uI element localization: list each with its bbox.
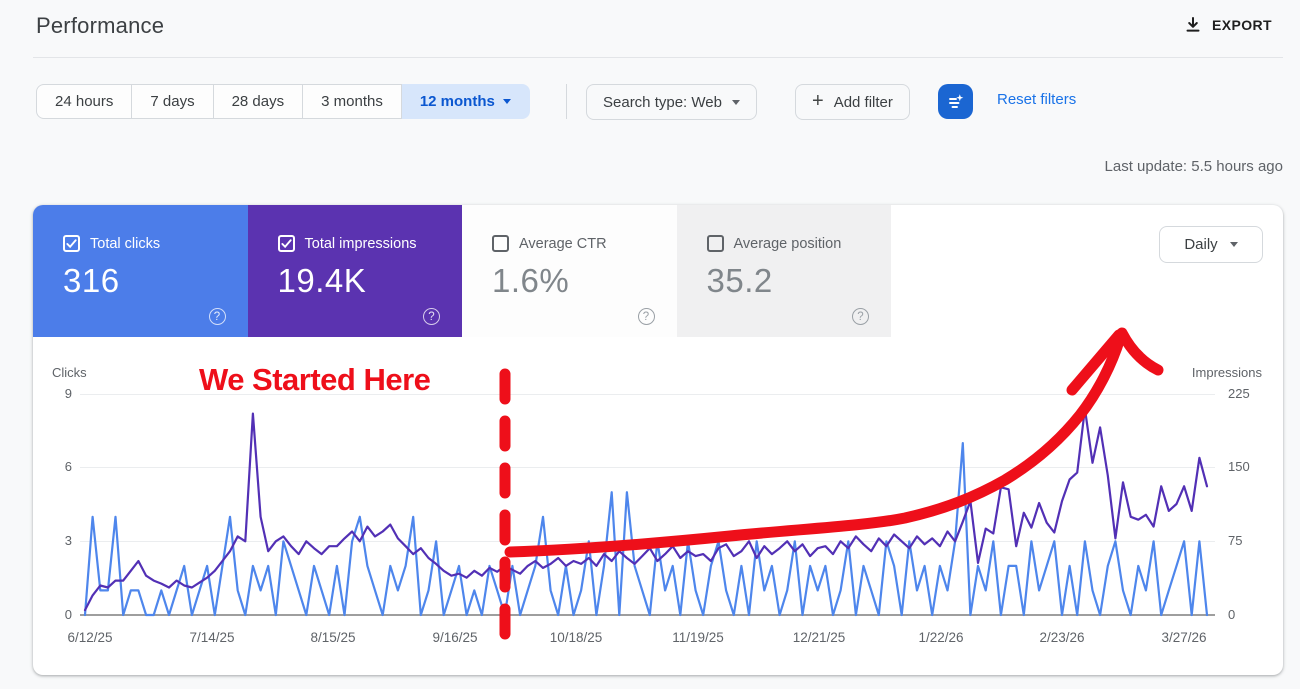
- date-range-tabs: 24 hours 7 days 28 days 3 months 12 mont…: [36, 84, 530, 119]
- left-tick: 3: [64, 533, 72, 548]
- search-type-label: Search type: Web: [603, 93, 722, 111]
- total-impressions-checkbox[interactable]: [277, 235, 295, 252]
- x-axis-line: [80, 614, 1215, 616]
- tab-12-months[interactable]: 12 months: [401, 84, 530, 119]
- tab-28-days[interactable]: 28 days: [213, 84, 304, 119]
- tab-label: 7 days: [150, 93, 195, 110]
- help-icon[interactable]: ?: [852, 308, 869, 325]
- tab-label: 28 days: [231, 93, 285, 110]
- granularity-label: Daily: [1184, 236, 1218, 253]
- checkmark-icon: [280, 239, 292, 249]
- export-label: EXPORT: [1212, 17, 1272, 33]
- gridline: [80, 541, 1215, 542]
- right-axis-title: Impressions: [1191, 365, 1262, 380]
- left-tick: 6: [64, 459, 72, 474]
- tab-label: 24 hours: [55, 93, 114, 110]
- chevron-down-icon: [502, 99, 511, 104]
- page-title: Performance: [36, 13, 165, 38]
- filter-sparkle-icon: [949, 94, 964, 108]
- average-ctr-card[interactable]: Average CTR 1.6% ?: [462, 205, 677, 337]
- chevron-down-icon: [731, 99, 740, 105]
- gridline: [80, 467, 1215, 468]
- x-tick-label: 2/23/26: [1039, 630, 1085, 645]
- add-filter-button[interactable]: + Add filter: [795, 84, 910, 120]
- right-tick: 0: [1228, 607, 1236, 622]
- right-tick: 150: [1228, 459, 1250, 474]
- help-icon[interactable]: ?: [637, 308, 655, 325]
- total-clicks-checkbox[interactable]: [63, 235, 80, 252]
- metric-cards-row: Total clicks 316 ? Total impressions 19.…: [33, 205, 891, 337]
- left-tick: 9: [64, 386, 72, 401]
- card-value: 35.2: [706, 262, 773, 299]
- x-tick-label: 1/22/26: [918, 630, 964, 645]
- x-tick-label: 12/21/25: [792, 630, 846, 645]
- x-tick-label: 11/19/25: [672, 630, 724, 645]
- help-icon[interactable]: ?: [423, 308, 440, 325]
- card-value: 19.4K: [277, 262, 367, 299]
- average-position-card[interactable]: Average position 35.2 ?: [676, 205, 891, 337]
- x-tick-label: 6/12/25: [67, 630, 113, 645]
- tab-3-months[interactable]: 3 months: [303, 84, 402, 119]
- x-tick-label: 9/16/25: [432, 630, 478, 645]
- total-impressions-card[interactable]: Total impressions 19.4K ?: [247, 205, 462, 337]
- average-ctr-checkbox[interactable]: [492, 235, 509, 252]
- checkmark-icon: [66, 239, 77, 249]
- x-tick-label: 10/18/25: [549, 630, 603, 645]
- granularity-dropdown[interactable]: Daily: [1159, 226, 1263, 263]
- annotation-text: We Started Here: [199, 362, 431, 397]
- left-axis-title: Clicks: [52, 365, 87, 380]
- tab-24-hours[interactable]: 24 hours: [36, 84, 133, 119]
- filter-sparkle-button[interactable]: [938, 84, 973, 119]
- tab-label: 3 months: [321, 93, 383, 110]
- card-label: Total clicks: [90, 235, 161, 252]
- right-tick: 225: [1228, 386, 1250, 401]
- tab-7-days[interactable]: 7 days: [132, 84, 214, 119]
- reset-filters-link[interactable]: Reset filters: [997, 91, 1077, 108]
- help-icon[interactable]: ?: [208, 308, 226, 325]
- x-tick-label: 8/15/25: [310, 630, 356, 645]
- filter-divider: [566, 84, 567, 119]
- card-label: Total impressions: [304, 235, 417, 252]
- right-tick: 75: [1228, 533, 1243, 548]
- export-button[interactable]: EXPORT: [1182, 12, 1274, 38]
- last-update-text: Last update: 5.5 hours ago: [1104, 158, 1283, 175]
- average-position-checkbox[interactable]: [706, 235, 724, 252]
- card-value: 316: [63, 262, 120, 299]
- tab-label: 12 months: [419, 93, 495, 110]
- chevron-down-icon: [1229, 242, 1238, 247]
- header-divider: [33, 57, 1283, 58]
- x-tick-label: 3/27/26: [1161, 630, 1207, 645]
- total-clicks-card[interactable]: Total clicks 316 ?: [33, 205, 248, 337]
- x-tick-label: 7/14/25: [189, 630, 235, 645]
- download-icon: [1186, 17, 1200, 32]
- card-label: Average position: [733, 235, 842, 252]
- card-label: Average CTR: [519, 235, 607, 252]
- left-tick: 0: [64, 607, 72, 622]
- add-filter-label: Add filter: [833, 93, 893, 111]
- search-type-dropdown[interactable]: Search type: Web: [586, 84, 757, 120]
- plus-icon: +: [812, 90, 824, 112]
- card-value: 1.6%: [492, 262, 570, 299]
